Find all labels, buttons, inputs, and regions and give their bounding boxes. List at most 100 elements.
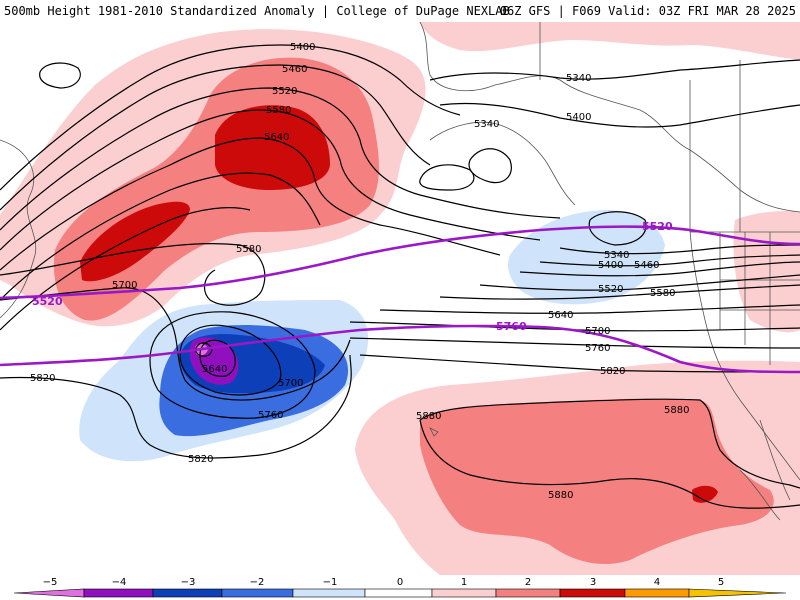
canada-provinces bbox=[539, 22, 741, 232]
contour-5400-alaska bbox=[439, 102, 800, 128]
coast-alaska bbox=[419, 22, 800, 213]
colorbar-tick: 1 bbox=[461, 577, 467, 588]
height-contours bbox=[0, 44, 800, 509]
contour-label-highlight: 5520 bbox=[642, 220, 673, 233]
contour-5460-east bbox=[519, 261, 800, 277]
colorbar-tick: −1 bbox=[323, 577, 338, 588]
contour-label: 5340 bbox=[474, 119, 499, 130]
model-valid-time: 06Z GFS | F069 Valid: 03Z FRI MAR 28 202… bbox=[499, 4, 796, 18]
colorbar-tick: −4 bbox=[112, 577, 127, 588]
contour-5760-highlight bbox=[0, 324, 800, 374]
contour-label: 5340 bbox=[604, 250, 629, 261]
colorbar-ticks: −5 −4 −3 −2 −1 0 1 2 3 4 5 bbox=[43, 577, 725, 588]
contour-5520-east bbox=[479, 274, 800, 291]
colorbar-swatch-pos4 bbox=[624, 588, 690, 598]
highlight-contour-labels: 5520 5520 5760 bbox=[32, 220, 673, 333]
contour-label: 5400 bbox=[598, 260, 623, 271]
contour-label: 5700 bbox=[585, 326, 610, 337]
contour-label: 5400 bbox=[290, 42, 315, 53]
contour-high-lat-1 bbox=[0, 172, 321, 301]
contour-label: 5460 bbox=[634, 260, 659, 271]
anomaly-area-pos3-south bbox=[692, 485, 718, 503]
contour-label: 5640 bbox=[548, 310, 573, 321]
contour-high-lat-2 bbox=[0, 207, 251, 331]
contour-label: 5580 bbox=[266, 105, 291, 116]
contour-label: 5760 bbox=[258, 410, 283, 421]
contour-label: 5700 bbox=[112, 280, 137, 291]
contour-label-highlight: 5520 bbox=[32, 295, 63, 308]
anomaly-area-pos3-north bbox=[215, 105, 330, 190]
anomaly-area-neg1-east bbox=[508, 210, 665, 305]
contour-5400-east bbox=[539, 254, 800, 267]
anomaly-area-pos1-ne bbox=[420, 22, 800, 60]
contour-label: 5640 bbox=[202, 364, 227, 375]
colorbar-tick: 5 bbox=[718, 577, 724, 588]
contour-low-inner bbox=[195, 342, 213, 357]
colorbar-tick: 2 bbox=[525, 577, 531, 588]
contour-5520-highlight bbox=[0, 225, 800, 300]
contour-label: 5460 bbox=[282, 64, 307, 75]
contour-label: 5400 bbox=[566, 112, 591, 123]
colorbar-swatch-pos3 bbox=[559, 588, 626, 598]
coast-baja bbox=[739, 419, 791, 521]
coast-east-asia bbox=[0, 139, 37, 319]
colorbar-swatch-pos5 bbox=[688, 588, 787, 598]
contour-ring-upper-left bbox=[39, 62, 81, 89]
contour-5520-north bbox=[0, 87, 561, 231]
contour-5340-east bbox=[559, 244, 800, 255]
contour-aleutian-low-2 bbox=[468, 148, 512, 184]
colorbar-swatch-pos2 bbox=[495, 588, 561, 598]
contour-label: 5880 bbox=[548, 490, 573, 501]
colorbar-swatch-pos1 bbox=[431, 588, 497, 598]
colorbar-tick: 3 bbox=[590, 577, 596, 588]
contour-5340-alaska bbox=[429, 59, 800, 81]
contour-label: 5820 bbox=[600, 366, 625, 377]
colorbar-swatch-zero bbox=[364, 588, 433, 598]
contour-5700-low bbox=[179, 324, 282, 396]
contour-5640-north bbox=[0, 137, 501, 271]
anomaly-area-pos3-west bbox=[80, 201, 190, 282]
colorbar-tick: −3 bbox=[181, 577, 196, 588]
contour-5580-east bbox=[439, 284, 800, 300]
contour-5400-north bbox=[0, 44, 461, 191]
contour-5460-north bbox=[0, 64, 431, 211]
color-scale-bar: −5 −4 −3 −2 −1 0 1 2 3 4 5 bbox=[13, 577, 787, 598]
contour-gulf-low-1 bbox=[588, 211, 647, 246]
colorbar-swatches bbox=[13, 588, 787, 598]
contour-label: 5520 bbox=[598, 284, 623, 295]
colorbar-swatch-neg4 bbox=[83, 588, 154, 598]
title-bar: 500mb Height 1981-2010 Standardized Anom… bbox=[0, 0, 800, 22]
contour-label: 5880 bbox=[664, 405, 689, 416]
contour-5580-north bbox=[0, 109, 541, 251]
contour-aleutian-low bbox=[419, 164, 475, 191]
anomaly-map: 5400 5460 5520 5580 5640 5340 5340 5400 … bbox=[0, 22, 800, 575]
map-title: 500mb Height 1981-2010 Standardized Anom… bbox=[4, 4, 510, 18]
contour-label: 5640 bbox=[264, 132, 289, 143]
contour-label: 5880 bbox=[416, 411, 441, 422]
contour-label: 5580 bbox=[650, 288, 675, 299]
colorbar-swatch-neg3 bbox=[152, 588, 223, 598]
colorbar-tick: −2 bbox=[250, 577, 265, 588]
colorbar-swatch-neg5 bbox=[13, 588, 85, 598]
contour-labels: 5400 5460 5520 5580 5640 5340 5340 5400 … bbox=[30, 42, 689, 501]
contour-5640-east bbox=[379, 304, 800, 314]
contour-label: 5520 bbox=[272, 86, 297, 97]
contour-label: 5760 bbox=[585, 343, 610, 354]
contour-5760-low bbox=[149, 311, 316, 419]
contour-label-highlight: 5760 bbox=[496, 320, 527, 333]
highlight-contours bbox=[0, 225, 800, 374]
contour-5760-east bbox=[349, 337, 800, 349]
contour-5820-west bbox=[0, 354, 352, 459]
contour-label: 5820 bbox=[188, 454, 213, 465]
colorbar-swatch-neg2 bbox=[221, 588, 294, 598]
contour-label: 5700 bbox=[278, 378, 303, 389]
contour-label: 5820 bbox=[30, 373, 55, 384]
coastlines bbox=[0, 22, 800, 521]
colorbar-tick: 4 bbox=[654, 577, 660, 588]
coast-alaska-peninsula bbox=[429, 121, 576, 206]
contour-label: 5580 bbox=[236, 244, 261, 255]
contour-label: 5340 bbox=[566, 73, 591, 84]
colorbar-tick: 0 bbox=[397, 577, 403, 588]
contour-5640-low bbox=[199, 339, 236, 377]
contour-5880-main bbox=[419, 398, 800, 509]
